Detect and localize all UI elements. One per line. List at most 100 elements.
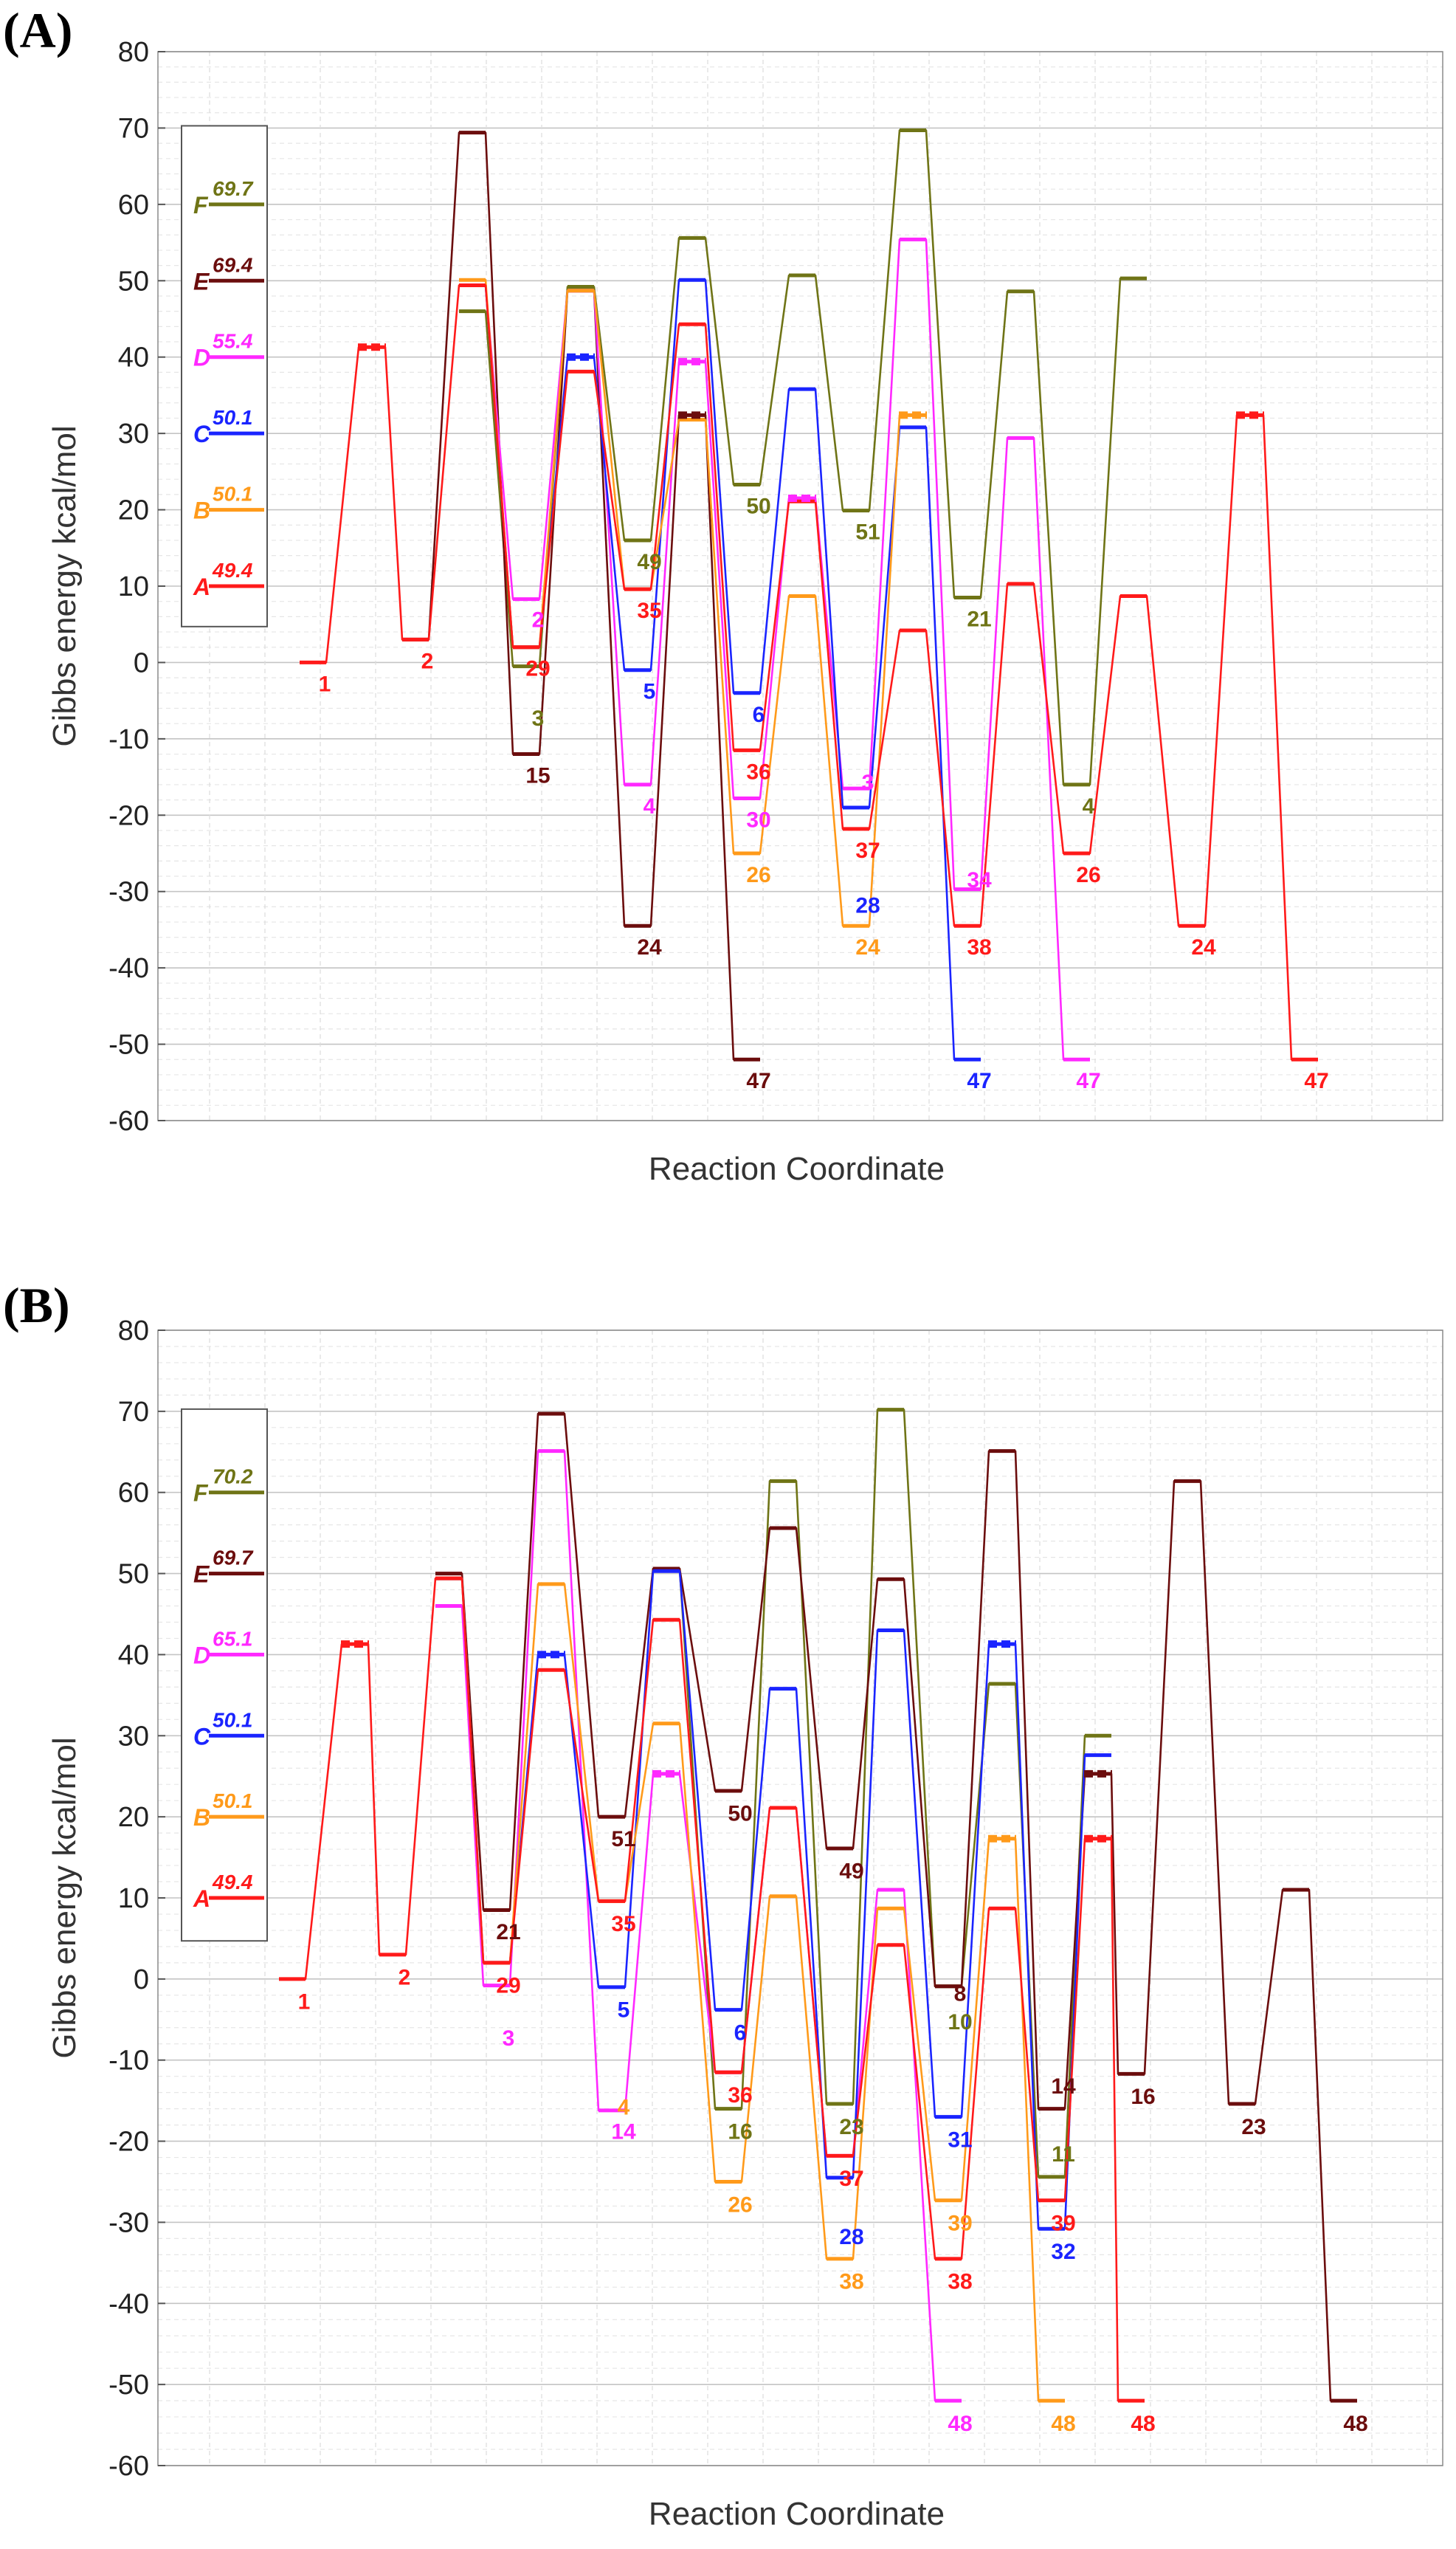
y-tick-label: -40 [108, 953, 149, 984]
legend-entry: C [193, 421, 211, 447]
y-tick-label: 80 [118, 37, 149, 68]
species-label: 32 [1051, 2240, 1075, 2264]
legend-value: 50.1 [213, 1708, 253, 1731]
series-line-B [435, 1577, 1065, 2402]
legend-frame [181, 1408, 268, 1942]
y-tick-label: -60 [108, 1106, 149, 1137]
y-tick-label: -50 [108, 1030, 149, 1061]
species-label: 3 [503, 2026, 515, 2051]
species-label: 30 [746, 808, 770, 832]
y-tick-label: 40 [118, 1640, 149, 1671]
species-label: 14 [1051, 2074, 1076, 2099]
series-line-C [435, 1569, 1111, 2230]
y-tick-label: 20 [118, 495, 149, 526]
legend-entry: A [193, 574, 210, 600]
y-tick-label: -40 [108, 2288, 149, 2319]
species-label: 47 [967, 1069, 991, 1093]
y-tick-label: -20 [108, 800, 149, 831]
legend-entry: E [193, 268, 210, 295]
species-label: 3 [532, 706, 545, 731]
species-label: 38 [948, 2270, 972, 2294]
y-tick-label: -60 [108, 2451, 149, 2482]
species-label: 3 [862, 771, 874, 795]
species-label: 4 [1083, 794, 1095, 819]
species-label: 16 [728, 2119, 752, 2144]
species-label: 50 [746, 494, 770, 518]
species-label: 35 [637, 599, 661, 623]
species-label: 6 [753, 703, 765, 727]
series-line-E [435, 1412, 1357, 2402]
species-label: 38 [839, 2270, 863, 2294]
legend-value: 50.1 [213, 1789, 253, 1812]
y-tick-label: 60 [118, 1478, 149, 1509]
species-label: 37 [839, 2167, 863, 2191]
legend-value: 49.4 [212, 1871, 253, 1893]
species-label: 1 [319, 672, 331, 696]
y-tick-label: -50 [108, 2370, 149, 2401]
y-tick-label: 50 [118, 1559, 149, 1590]
legend-entry: C [193, 1723, 211, 1750]
species-label: 35 [611, 1912, 635, 1936]
legend-entry: B [193, 1804, 210, 1831]
energy-diagram-b: -60 -50 -40 -30 -20 -10 0 10 20 30 40 50 60 70 80 Gibbs… [46, 1315, 1443, 2532]
species-label: 37 [855, 839, 880, 863]
species-label: 24 [855, 935, 880, 960]
legend-value: 69.7 [213, 1547, 254, 1569]
species-label: 48 [948, 2412, 972, 2436]
y-tick-label: 30 [118, 419, 149, 450]
series-line-A [300, 284, 1318, 1061]
grid [158, 51, 1443, 1121]
series-line-F [459, 129, 1147, 786]
species-label: 10 [948, 2010, 972, 2034]
species-label: 49 [839, 1860, 863, 1884]
species-label: 2 [421, 649, 434, 673]
species-label: 51 [855, 520, 880, 545]
y-tick-label: -20 [108, 2127, 149, 2158]
y-tick-label: -30 [108, 877, 149, 908]
species-label: 50 [728, 1802, 752, 1826]
series-line-E [402, 131, 760, 1061]
species-label: 5 [644, 680, 656, 704]
species-label: 5 [618, 1998, 630, 2023]
legend-value: 70.2 [213, 1465, 253, 1488]
species-label: 51 [611, 1827, 635, 1851]
chart-panel-a: (A) -60 -50 -40 -30 -20 -10 0 10 20 30 40 50 60 70 80 G… [3, 2, 1443, 1187]
legend-value: 50.1 [213, 406, 253, 429]
species-label: 31 [948, 2127, 972, 2152]
legend-value: 49.4 [212, 559, 253, 582]
y-axis-label: Gibbs energy kcal/mol [46, 425, 83, 746]
y-tick-label: 80 [118, 1315, 149, 1346]
species-label: 4 [618, 2095, 630, 2119]
grid [158, 1329, 1443, 2466]
legend-value: 65.1 [213, 1627, 253, 1650]
species-label: 2 [398, 1966, 411, 1990]
species-label: 48 [1131, 2412, 1155, 2436]
species-label: 21 [967, 607, 991, 631]
species-label: 26 [728, 2192, 752, 2217]
species-label: 23 [839, 2115, 863, 2139]
species-label: 28 [855, 893, 880, 918]
y-axis-label: Gibbs energy kcal/mol [46, 1737, 83, 2058]
energy-diagram-a: -60 -50 -40 -30 -20 -10 0 10 20 30 40 50 60 70 80 Gibbs… [46, 37, 1443, 1187]
legend-value: 55.4 [213, 330, 253, 353]
species-label: 47 [746, 1069, 770, 1093]
species-label: 38 [967, 935, 991, 960]
y-axis: -60 -50 -40 -30 -20 -10 0 10 20 30 40 50 60 70 80 [108, 1315, 165, 2482]
species-label: 16 [1131, 2085, 1155, 2109]
y-tick-label: -10 [108, 2046, 149, 2077]
species-label: 47 [1076, 1069, 1100, 1093]
species-label: 48 [1343, 2412, 1367, 2436]
species-label: 26 [1076, 863, 1100, 887]
y-tick-label: 50 [118, 266, 149, 297]
x-axis-label: Reaction Coordinate [649, 1151, 945, 1187]
legend-entry: A [193, 1885, 210, 1912]
species-label: 4 [644, 794, 656, 819]
legend-entry: F [193, 192, 209, 219]
y-tick-label: 0 [134, 647, 149, 678]
legend-value: 69.7 [213, 177, 254, 200]
y-tick-label: 70 [118, 1397, 149, 1428]
species-label: 48 [1051, 2412, 1075, 2436]
species-label: 26 [746, 863, 770, 887]
